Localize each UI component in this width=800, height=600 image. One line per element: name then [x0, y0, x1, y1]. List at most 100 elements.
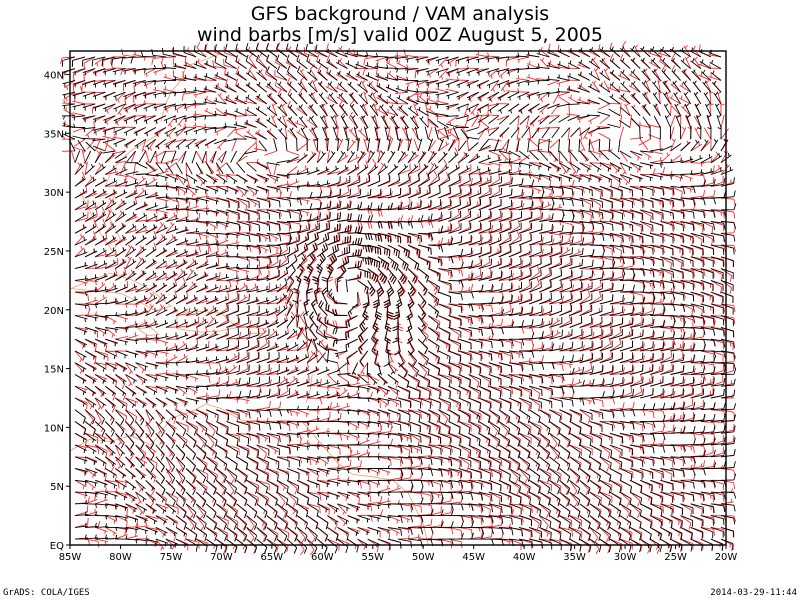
wind-barb	[145, 304, 154, 316]
wind-barb	[660, 527, 672, 541]
wind-barb	[549, 538, 563, 545]
wind-barb	[72, 98, 86, 105]
wind-barb	[660, 342, 675, 352]
wind-barb	[458, 532, 474, 540]
wind-barb	[690, 479, 706, 488]
wind-barb	[256, 185, 270, 194]
wind-barb	[700, 366, 716, 375]
wind-barb	[347, 390, 360, 399]
wind-barb	[408, 533, 421, 540]
wind-barb	[650, 527, 662, 541]
wind-barb	[296, 354, 309, 364]
wind-barb	[337, 503, 347, 515]
wind-barb	[438, 338, 450, 353]
wind-barb	[115, 210, 125, 222]
wind-barb	[84, 150, 92, 163]
wind-barb	[216, 292, 229, 305]
wind-barb	[286, 479, 298, 495]
wind-barb	[105, 479, 120, 489]
wind-barb	[317, 527, 329, 542]
wind-barb	[94, 432, 106, 444]
wind-barb	[387, 485, 401, 493]
wind-barb	[347, 538, 359, 553]
wind-barb	[428, 374, 441, 387]
wind-barb	[559, 247, 571, 258]
wind-barb	[193, 110, 207, 117]
wind-barb	[397, 385, 410, 399]
wind-barb	[579, 444, 593, 456]
wind-barb	[579, 468, 591, 483]
wind-barb	[226, 239, 240, 246]
wind-barb	[478, 530, 493, 540]
wind-barb	[518, 444, 531, 459]
wind-barb	[518, 409, 531, 424]
wind-barb	[74, 275, 88, 281]
wind-barb	[478, 332, 495, 340]
wind-barb	[559, 191, 575, 199]
wind-barb	[94, 294, 107, 305]
chart-subtitle: wind barbs [m/s] valid 00Z August 5, 200…	[197, 24, 603, 46]
wind-barb	[266, 130, 278, 140]
wind-barb	[650, 503, 665, 514]
wind-barb	[185, 162, 193, 175]
wind-barb	[619, 421, 635, 430]
wind-barb	[478, 538, 495, 546]
wind-barb	[74, 279, 88, 287]
wind-barb	[145, 350, 159, 359]
wind-barb	[408, 472, 423, 481]
wind-barb	[105, 285, 118, 293]
wind-barb	[276, 526, 290, 540]
wind-barb	[125, 468, 136, 479]
wind-barb	[549, 174, 563, 182]
wind-barb	[700, 432, 716, 441]
wind-barb	[448, 248, 464, 258]
wind-barb	[609, 402, 625, 411]
wind-barb	[587, 115, 601, 125]
wind-barb	[221, 150, 227, 164]
wind-barb	[255, 132, 268, 140]
wind-barb	[256, 376, 271, 387]
wind-barb	[115, 211, 127, 222]
wind-barb	[488, 168, 502, 175]
wind-barb	[455, 76, 469, 81]
wind-barb	[413, 138, 419, 152]
wind-barb	[316, 341, 328, 352]
wind-barb	[528, 385, 541, 400]
wind-barb	[552, 91, 560, 104]
wind-barb	[125, 532, 139, 540]
wind-barb	[680, 398, 694, 411]
wind-barb	[276, 479, 287, 491]
wind-barb	[640, 256, 655, 266]
wind-barb	[155, 409, 166, 421]
wind-barb	[498, 284, 514, 293]
wind-barb	[599, 221, 614, 231]
wind-barb	[165, 236, 178, 246]
wind-barb	[529, 331, 544, 340]
wind-barb	[670, 115, 676, 128]
wind-barb	[319, 351, 328, 363]
wind-barb	[650, 402, 666, 411]
wind-barb	[357, 202, 373, 211]
wind-barb	[387, 150, 396, 163]
wind-barb	[256, 232, 269, 242]
wind-barb	[518, 468, 529, 485]
wind-barb	[609, 468, 622, 481]
wind-barb	[246, 185, 259, 194]
wind-barb	[143, 68, 157, 78]
wind-barb	[256, 409, 272, 418]
wind-barb	[599, 538, 611, 554]
wind-barb	[155, 168, 169, 175]
wind-barb	[387, 256, 399, 271]
wind-barb	[115, 247, 127, 258]
wind-barb	[528, 479, 541, 494]
wind-barb	[196, 239, 210, 246]
wind-barb	[337, 515, 348, 527]
wind-barb	[700, 338, 716, 347]
wind-barb	[539, 456, 551, 471]
wind-barb	[519, 326, 535, 335]
wind-barb	[589, 279, 602, 293]
wind-barb	[448, 152, 459, 164]
wind-barb	[205, 421, 216, 437]
wind-barb	[488, 162, 502, 169]
wind-barb	[226, 226, 242, 234]
